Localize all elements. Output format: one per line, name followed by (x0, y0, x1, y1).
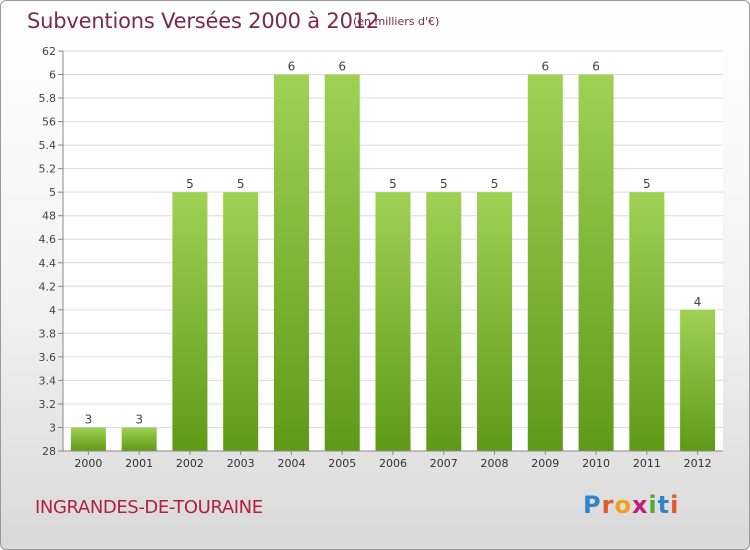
bar-layer: 3 3 5 5 6 6 5 5 5 6 6 5 4 (70, 60, 716, 452)
y-tick-label: 4 (49, 304, 56, 317)
y-tick-label: 3.2 (39, 398, 57, 411)
x-tick-label: 2008 (481, 457, 509, 470)
data-label: 6 (338, 60, 346, 74)
y-tick-label: 5.2 (39, 163, 57, 176)
bar-2005 (324, 74, 360, 451)
data-label: 5 (186, 177, 194, 191)
bar-2007 (426, 192, 462, 452)
x-tick-label: 2006 (379, 457, 407, 470)
data-label: 6 (541, 60, 549, 74)
x-tick-label: 2003 (227, 457, 255, 470)
bar-2004 (273, 74, 309, 451)
bar-2002 (172, 192, 208, 452)
y-tick-label: 56 (42, 116, 56, 129)
y-tick-label: 4.6 (39, 233, 57, 246)
data-label: 6 (288, 60, 296, 74)
y-tick-label: 4.4 (39, 257, 57, 270)
y-tick-label: 4.2 (39, 280, 57, 293)
data-label: 3 (85, 412, 93, 426)
bar-2000 (70, 427, 106, 451)
chart-title: Subventions Versées 2000 à 2012 (27, 9, 380, 33)
commune-name: INGRANDES-DE-TOURAINE (35, 497, 263, 518)
x-tick-label: 2012 (684, 457, 712, 470)
y-tick-label: 48 (42, 210, 56, 223)
data-label: 5 (643, 177, 651, 191)
x-tick-label: 2011 (633, 457, 661, 470)
axis-layer: 2833.23.43.63.844.24.44.64855.25.4565.86… (39, 45, 723, 470)
bar-2001 (121, 427, 157, 451)
data-label: 5 (491, 177, 499, 191)
y-tick-label: 5.4 (39, 139, 57, 152)
x-tick-label: 2009 (531, 457, 559, 470)
x-tick-label: 2000 (74, 457, 102, 470)
x-tick-label: 2004 (277, 457, 305, 470)
bar-2003 (223, 192, 259, 452)
bar-2010 (578, 74, 614, 451)
y-tick-label: 62 (42, 45, 56, 58)
y-tick-label: 3 (49, 421, 56, 434)
y-tick-label: 3.8 (39, 327, 57, 340)
data-label: 5 (389, 177, 397, 191)
data-label: 3 (135, 412, 143, 426)
data-label: 5 (440, 177, 448, 191)
chart-unit-subtitle: (en milliers d'€) (353, 15, 440, 28)
y-tick-label: 5 (49, 186, 56, 199)
y-tick-label: 3.6 (39, 351, 57, 364)
bar-2006 (375, 192, 411, 452)
y-tick-label: 5.8 (39, 92, 57, 105)
x-tick-label: 2010 (582, 457, 610, 470)
x-tick-label: 2001 (125, 457, 153, 470)
x-tick-label: 2005 (328, 457, 356, 470)
x-tick-label: 2007 (430, 457, 458, 470)
y-tick-label: 6 (49, 69, 56, 82)
bar-2011 (629, 192, 665, 452)
bar-2009 (527, 74, 563, 451)
data-label: 4 (694, 295, 702, 309)
data-label: 5 (237, 177, 245, 191)
proxiti-logo[interactable]: Proxiti (583, 491, 680, 519)
bar-2012 (680, 309, 716, 451)
data-label: 6 (592, 60, 600, 74)
y-tick-label: 28 (42, 445, 56, 458)
y-tick-label: 3.4 (39, 374, 57, 387)
x-tick-label: 2002 (176, 457, 204, 470)
bar-2008 (477, 192, 513, 452)
